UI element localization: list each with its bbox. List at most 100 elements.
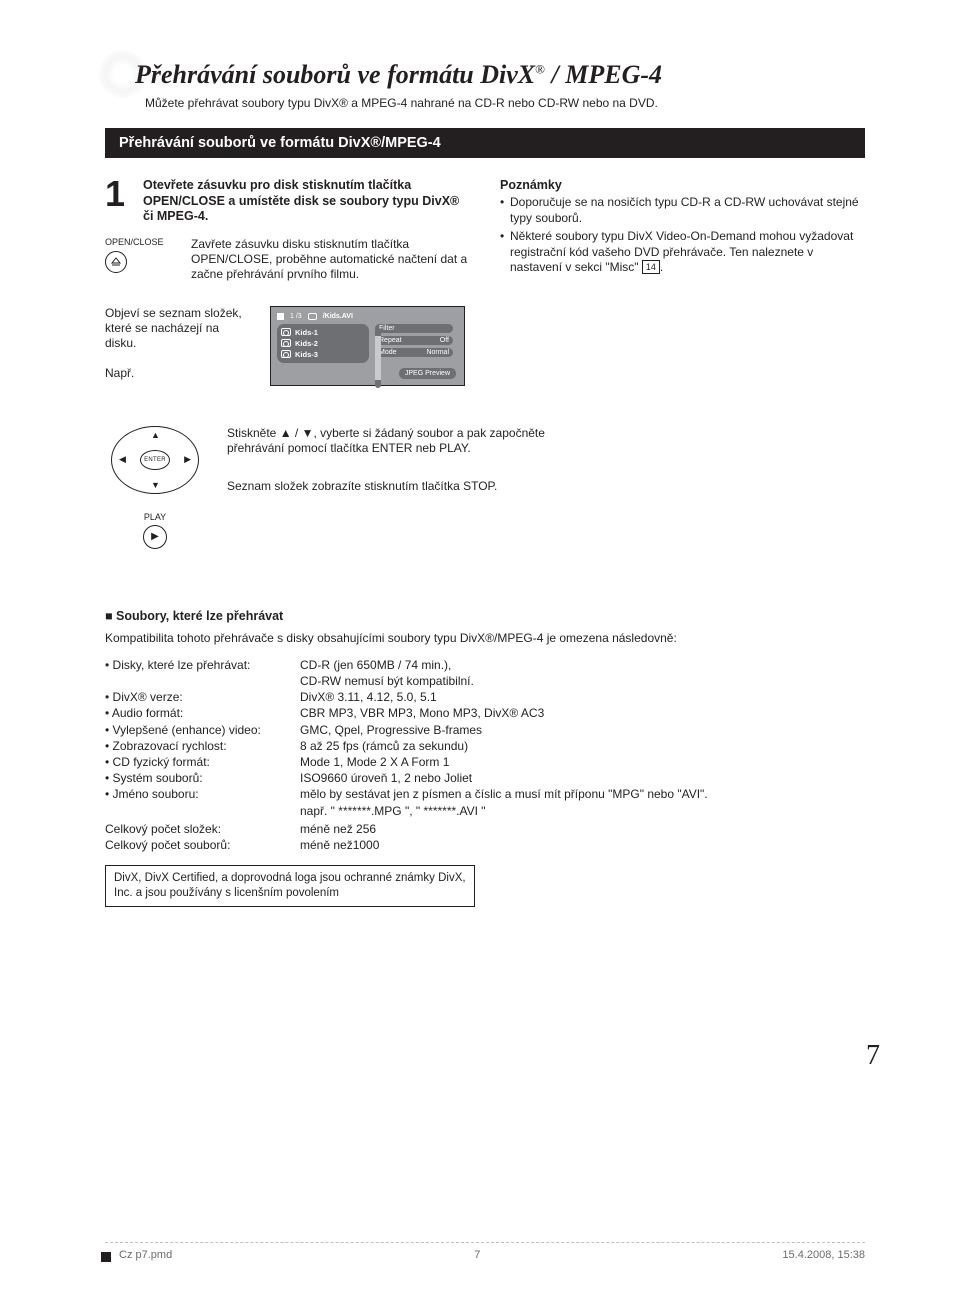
note-text-b: . (660, 260, 663, 274)
spec-label: CD fyzický formát: (105, 754, 300, 770)
totals: Celkový počet složek: méně než 256 Celko… (105, 821, 875, 853)
open-close-text: Zavřete zásuvku disku stisknutím tlačítk… (191, 237, 470, 282)
file-icon (281, 328, 291, 336)
mockup-counter: 1 /3 (290, 313, 302, 320)
page-ref-box: 14 (642, 260, 660, 274)
compat-text: Kompatibilita tohoto přehrávače s disky … (105, 631, 875, 645)
spec-label: Disky, které lze přehrávat: (105, 657, 300, 673)
crop-mark-icon (101, 1252, 111, 1262)
column-left: 1 Otevřete zásuvku pro disk stisknutím t… (105, 178, 470, 292)
spec-row: CD-RW nemusí být kompatibilní. (105, 673, 875, 689)
footer-left-wrap: Cz p7.pmd (105, 1249, 172, 1261)
nav-instruction-2: Seznam složek zobrazíte stisknutím tlačí… (227, 479, 555, 495)
navigation-text: Stiskněte ▲ / ▼, vyberte si žádaný soubo… (227, 426, 555, 549)
step-instruction: Otevřete zásuvku pro disk stisknutím tla… (143, 178, 470, 225)
enter-button-graphic: ENTER (140, 450, 170, 470)
spec-label: Zobrazovací rychlost: (105, 738, 300, 754)
footer: Cz p7.pmd 7 15.4.2008, 15:38 (105, 1242, 865, 1261)
dpad-column: ENTER ▲ ▼ ◀ ▶ PLAY ▶ (105, 426, 205, 549)
page-number: 7 (866, 1040, 880, 1072)
page-title: Přehrávání souborů ve formátu DivX® / MP… (135, 60, 875, 90)
spec-row: Systém souborů:ISO9660 úroveň 1, 2 nebo … (105, 770, 875, 786)
navigation-row: ENTER ▲ ▼ ◀ ▶ PLAY ▶ Stiskněte ▲ / ▼, vy… (105, 426, 555, 549)
spec-label: Celkový počet složek: (105, 821, 300, 837)
option-value: Normal (426, 349, 449, 356)
title-block: Přehrávání souborů ve formátu DivX® / MP… (105, 60, 875, 90)
option-value: Off (440, 337, 449, 344)
notes-list: Doporučuje se na nosičích typu CD-R a CD… (500, 195, 865, 276)
play-label: PLAY (105, 512, 205, 522)
disc-icon (308, 313, 317, 320)
spec-value: CBR MP3, VBR MP3, Mono MP3, DivX® AC3 (300, 705, 544, 721)
note-item: Některé soubory typu DivX Video-On-Deman… (500, 229, 865, 276)
option-label: Filter (379, 325, 395, 332)
option-row: Mode Normal (375, 348, 453, 357)
file-name: Kids-3 (295, 350, 318, 359)
footer-right: 15.4.2008, 15:38 (782, 1249, 865, 1261)
mockup-options: Filter Repeat Off Mode Normal (375, 324, 453, 363)
note-text-a: Některé soubory typu DivX Video-On-Deman… (510, 229, 853, 274)
section-heading-bar: Přehrávání souborů ve formátu DivX®/MPEG… (105, 128, 865, 158)
spec-value: např. " *******.MPG ", " *******.AVI " (300, 803, 486, 819)
mockup-path: /Kids.AVI (323, 313, 353, 320)
mockup-header: 1 /3 /Kids.AVI (277, 313, 458, 320)
spec-row: Celkový počet složek: méně než 256 (105, 821, 875, 837)
playable-files-heading: Soubory, které lze přehrávat (105, 609, 875, 623)
spec-label: Jméno souboru: (105, 786, 300, 802)
title-main: Přehrávání souborů ve formátu DivX (135, 60, 535, 89)
up-arrow-icon: ▲ (151, 430, 160, 440)
file-row: Kids-1 (281, 327, 365, 338)
nav-instruction-1: Stiskněte ▲ / ▼, vyberte si žádaný soubo… (227, 426, 555, 457)
spec-row: Audio formát:CBR MP3, VBR MP3, Mono MP3,… (105, 705, 875, 721)
footer-left: Cz p7.pmd (119, 1249, 172, 1261)
spec-value: GMC, Qpel, Progressive B-frames (300, 722, 482, 738)
option-label: Mode (379, 349, 397, 356)
jpeg-preview-label: JPEG Preview (399, 368, 456, 379)
spec-table: Disky, které lze přehrávat:CD-R (jen 650… (105, 657, 875, 819)
option-row: Filter (375, 324, 453, 333)
reg-mark: ® (535, 61, 545, 76)
right-arrow-icon: ▶ (184, 454, 191, 465)
title-suffix: / MPEG-4 (552, 60, 663, 89)
mockup-scrollbar (375, 329, 381, 387)
spec-value: CD-RW nemusí být kompatibilní. (300, 673, 474, 689)
spec-value: méně než1000 (300, 837, 379, 853)
file-icon (281, 339, 291, 347)
folder-list-row: Objeví se seznam složek, které se nacház… (105, 306, 505, 386)
spec-label: Audio formát: (105, 705, 300, 721)
left-arrow-icon: ◀ (119, 454, 126, 465)
spec-value: CD-R (jen 650MB / 74 min.), (300, 657, 451, 673)
file-row: Kids-2 (281, 338, 365, 349)
column-right: Poznámky Doporučuje se na nosičích typu … (500, 178, 865, 292)
file-row: Kids-3 (281, 349, 365, 360)
main-columns: 1 Otevřete zásuvku pro disk stisknutím t… (105, 178, 865, 292)
dpad-graphic: ENTER ▲ ▼ ◀ ▶ (111, 426, 199, 494)
open-close-label-col: OPEN/CLOSE (105, 237, 177, 282)
intro-text: Můžete přehrávat soubory typu DivX® a MP… (145, 96, 875, 110)
spec-row: např. " *******.MPG ", " *******.AVI " (105, 803, 875, 819)
spec-row: DivX® verze:DivX® 3.11, 4.12, 5.0, 5.1 (105, 689, 875, 705)
spec-value: mělo by sestávat jen z písmen a číslic a… (300, 786, 708, 802)
stop-icon (277, 313, 284, 320)
example-label: Např. (105, 366, 134, 380)
spec-value: Mode 1, Mode 2 X A Form 1 (300, 754, 449, 770)
spec-row: Disky, které lze přehrávat:CD-R (jen 650… (105, 657, 875, 673)
open-close-block: OPEN/CLOSE Zavřete zásuvku disku stisknu… (105, 237, 470, 282)
folder-list-text: Objeví se seznam složek, které se nacház… (105, 306, 250, 386)
folder-list-sentence: Objeví se seznam složek, které se nacház… (105, 306, 242, 350)
mockup-body: Kids-1 Kids-2 Kids-3 Filter Repeat Off Mo… (277, 324, 458, 363)
eject-icon (105, 251, 127, 273)
footer-center: 7 (474, 1249, 480, 1261)
screen-mockup: 1 /3 /Kids.AVI Kids-1 Kids-2 Kids-3 Filt… (270, 306, 465, 386)
open-close-label: OPEN/CLOSE (105, 237, 177, 247)
spec-row: Jméno souboru:mělo by sestávat jen z pís… (105, 786, 875, 802)
file-name: Kids-1 (295, 328, 318, 337)
section-heading-text: Přehrávání souborů ve formátu DivX®/MPEG… (119, 135, 441, 151)
down-arrow-icon: ▼ (151, 480, 160, 490)
step-1: 1 Otevřete zásuvku pro disk stisknutím t… (105, 178, 470, 225)
option-label: Repeat (379, 337, 402, 344)
spec-label (105, 673, 300, 689)
spec-value: DivX® 3.11, 4.12, 5.0, 5.1 (300, 689, 437, 705)
spec-row: CD fyzický formát:Mode 1, Mode 2 X A For… (105, 754, 875, 770)
note-item: Doporučuje se na nosičích typu CD-R a CD… (500, 195, 865, 226)
